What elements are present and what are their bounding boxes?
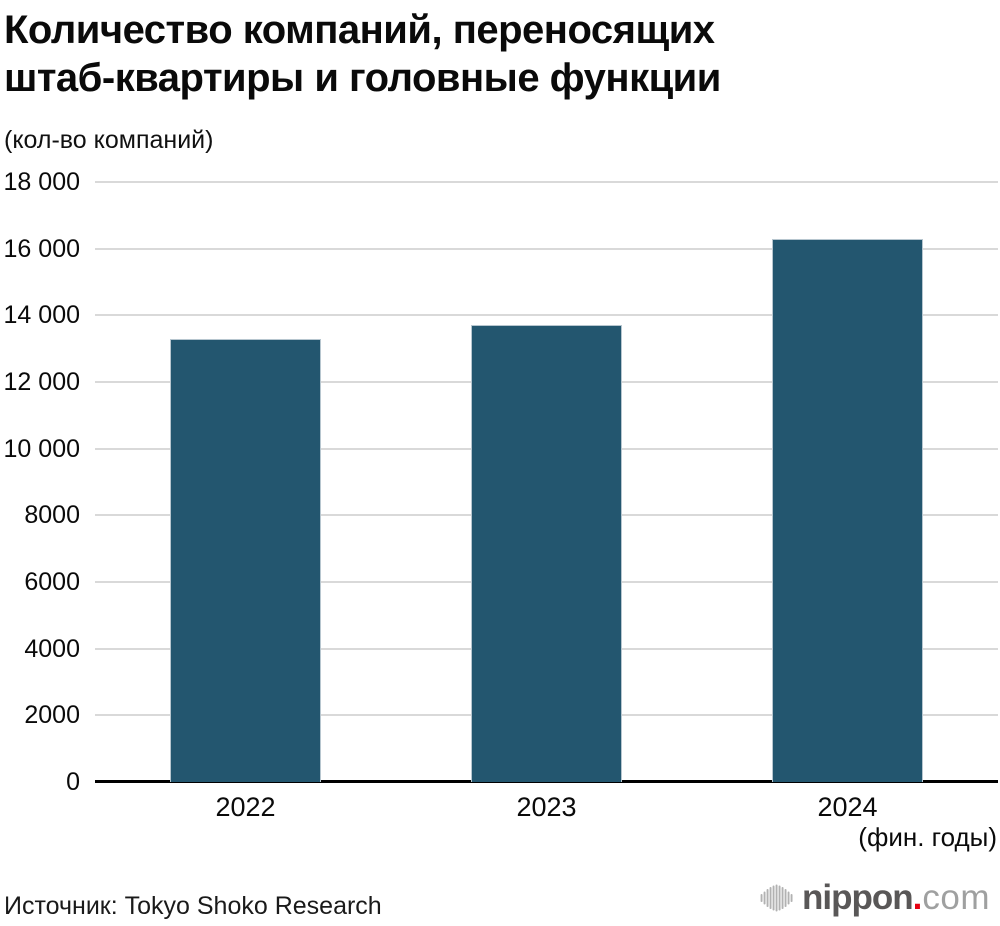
chart-title-line1: Количество компаний, переносящих bbox=[4, 8, 715, 52]
gridline bbox=[95, 181, 998, 183]
logo-tld-text: com bbox=[922, 878, 990, 917]
x-tick-label: 2024 bbox=[817, 792, 878, 822]
logo-brand-text: nippon bbox=[802, 878, 914, 917]
x-tick-label: 2022 bbox=[215, 792, 276, 822]
y-tick-label: 2000 bbox=[24, 701, 80, 730]
y-axis-unit-label: (кол-во компаний) bbox=[4, 126, 214, 154]
bar bbox=[471, 325, 622, 782]
gridline bbox=[95, 247, 998, 250]
y-tick-label: 18 000 bbox=[3, 168, 80, 196]
x-tick-label: 2023 bbox=[516, 792, 577, 822]
y-tick-label: 14 000 bbox=[3, 301, 80, 330]
nippon-logo: nippon. com bbox=[760, 877, 990, 919]
y-tick-label: 16 000 bbox=[3, 234, 80, 263]
gridline bbox=[95, 314, 998, 317]
bar bbox=[772, 238, 923, 782]
y-tick-label: 12 000 bbox=[3, 368, 80, 396]
nippon-logo-icon bbox=[760, 884, 793, 912]
y-tick-label: 10 000 bbox=[3, 434, 80, 463]
chart-title: Количество компаний, переносящих штаб-кв… bbox=[4, 6, 721, 102]
y-tick-label: 0 bbox=[66, 768, 80, 796]
chart-title-line2: штаб-квартиры и головные функции bbox=[4, 56, 721, 100]
y-tick-label: 8000 bbox=[24, 501, 80, 530]
logo-dot: . bbox=[912, 878, 923, 917]
bar bbox=[170, 338, 321, 782]
source-note: Источник: Tokyo Shoko Research bbox=[4, 892, 382, 920]
x-axis-unit-label: (фин. годы) bbox=[858, 822, 997, 852]
y-tick-label: 4000 bbox=[24, 634, 80, 663]
y-tick-label: 6000 bbox=[24, 568, 80, 596]
